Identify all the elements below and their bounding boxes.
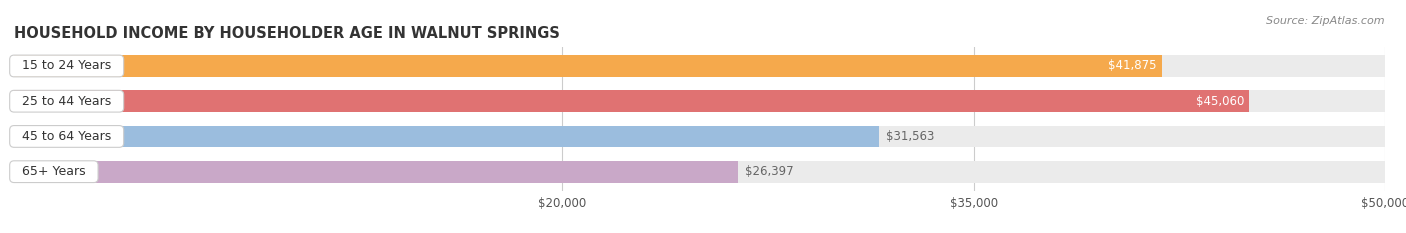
Text: $26,397: $26,397 <box>745 165 793 178</box>
Text: $45,060: $45,060 <box>1195 95 1244 108</box>
Text: HOUSEHOLD INCOME BY HOUSEHOLDER AGE IN WALNUT SPRINGS: HOUSEHOLD INCOME BY HOUSEHOLDER AGE IN W… <box>14 26 560 41</box>
Bar <box>14 126 1385 147</box>
Text: 15 to 24 Years: 15 to 24 Years <box>14 59 120 72</box>
Bar <box>14 126 879 147</box>
Bar <box>14 90 1385 112</box>
Text: $41,875: $41,875 <box>1108 59 1157 72</box>
Bar <box>14 161 738 183</box>
Text: 25 to 44 Years: 25 to 44 Years <box>14 95 120 108</box>
Text: 65+ Years: 65+ Years <box>14 165 94 178</box>
Bar <box>14 161 1385 183</box>
Text: Source: ZipAtlas.com: Source: ZipAtlas.com <box>1267 16 1385 26</box>
Text: $31,563: $31,563 <box>886 130 935 143</box>
Bar <box>14 55 1163 77</box>
Bar <box>14 55 1385 77</box>
Bar <box>14 90 1250 112</box>
Text: 45 to 64 Years: 45 to 64 Years <box>14 130 120 143</box>
